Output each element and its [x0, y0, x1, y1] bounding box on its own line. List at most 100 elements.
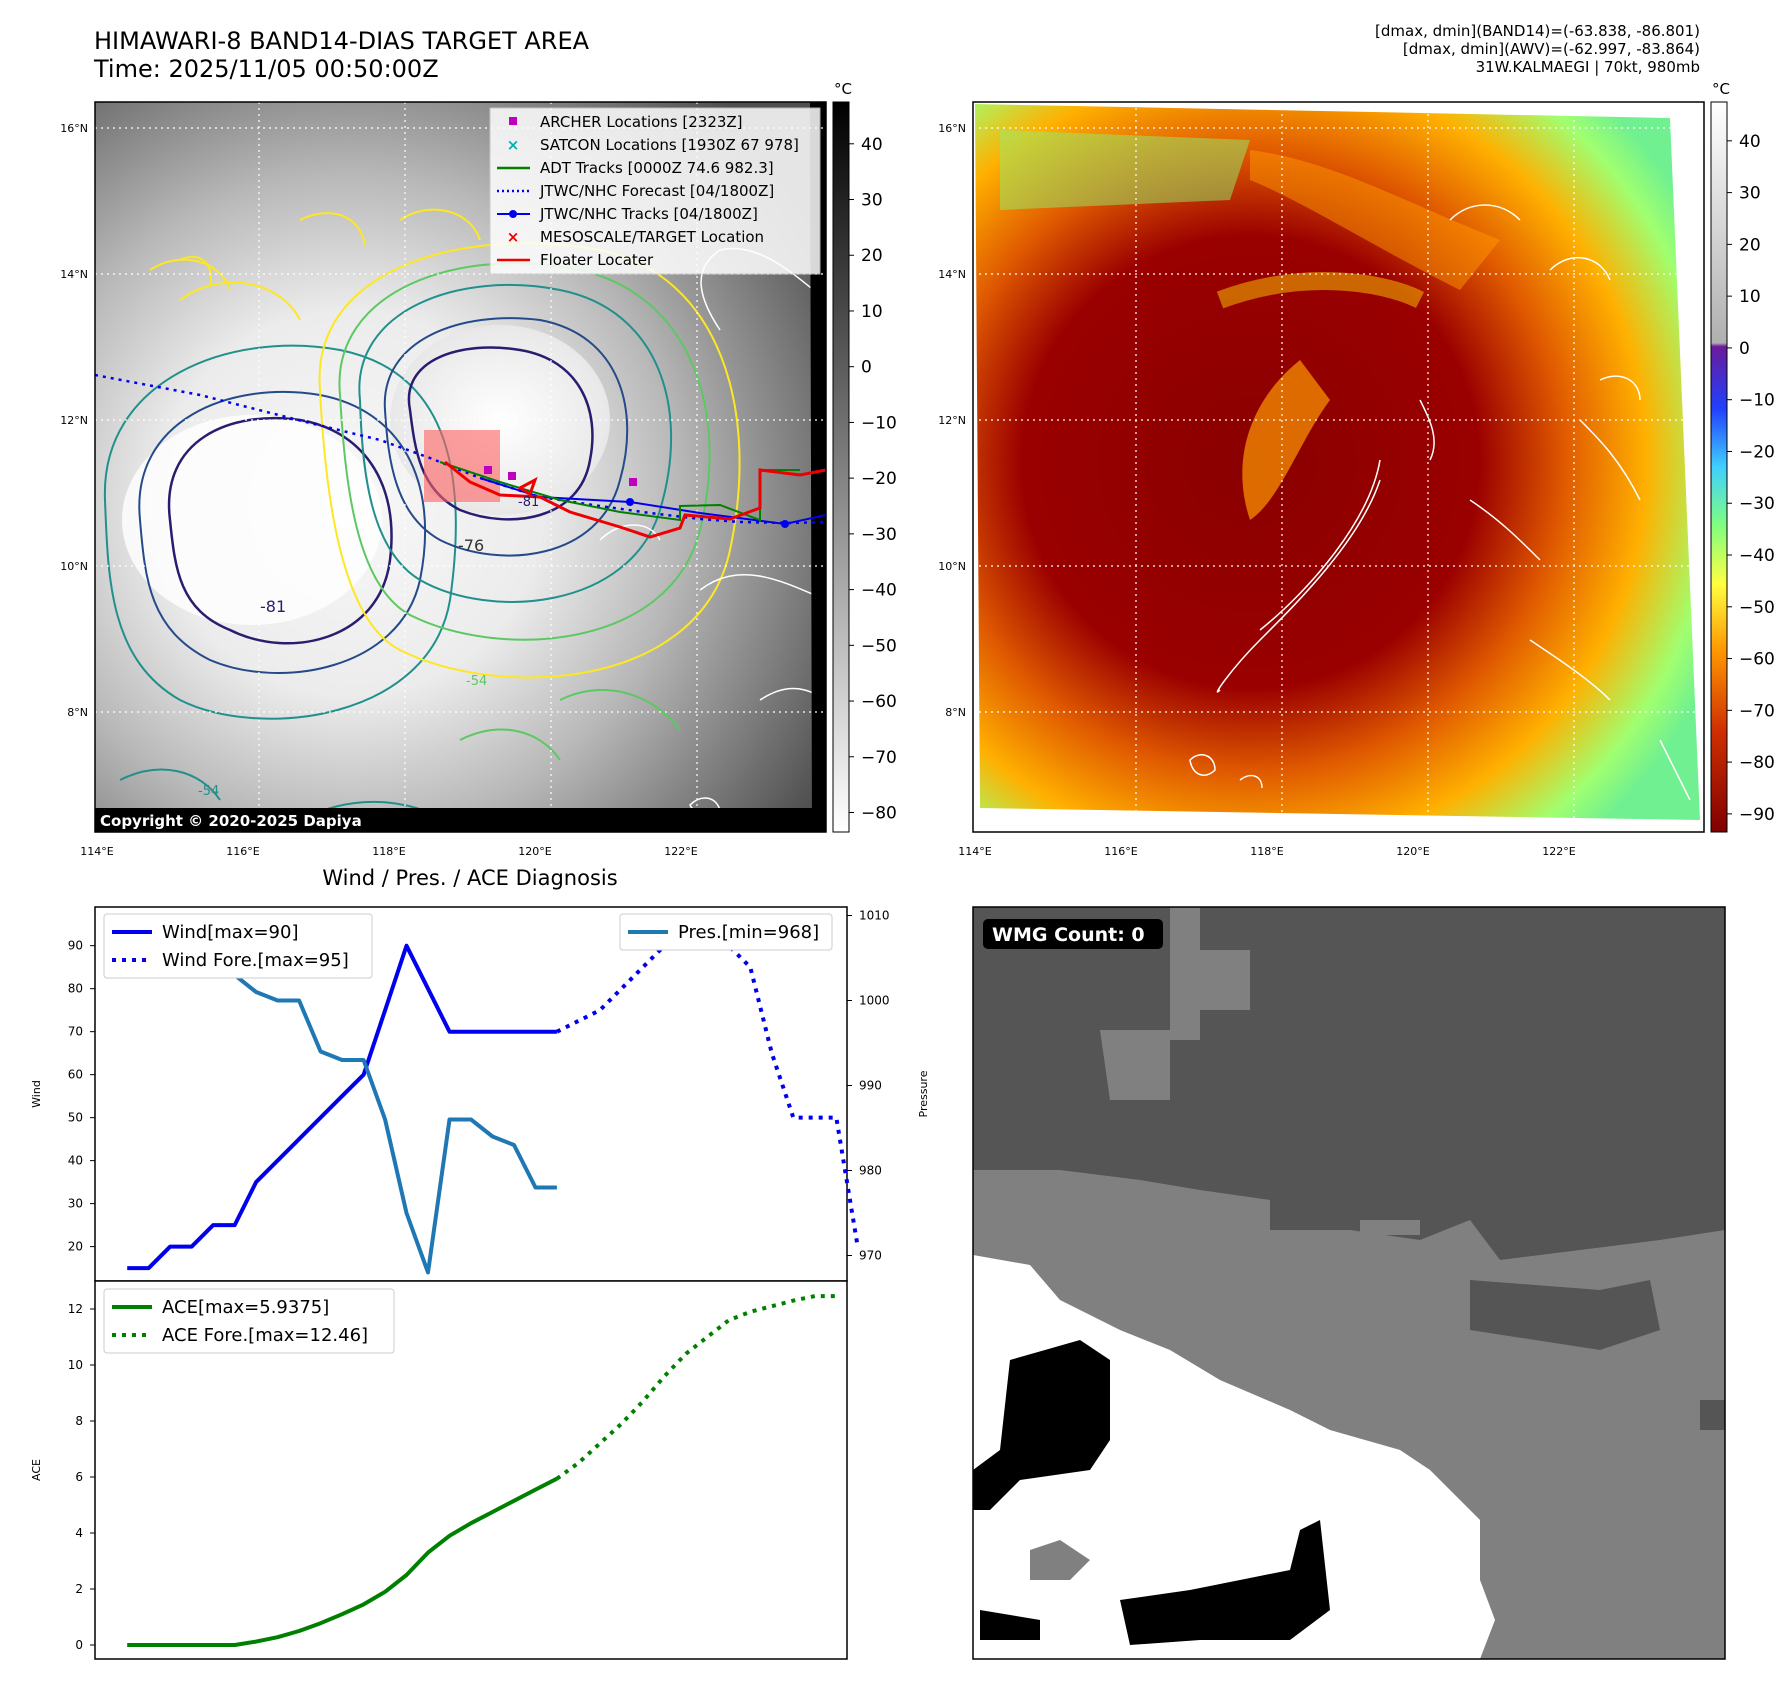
y2-axis-label: Pressure — [917, 1070, 930, 1117]
wmg-panel: WMG Count: 0 — [972, 906, 1726, 1660]
lat-label: 12°N — [938, 414, 966, 427]
copyright-band — [95, 808, 826, 832]
colorbar-tick: 10 — [1739, 287, 1761, 307]
legend-label: Wind[max=90] — [162, 922, 299, 943]
y-tick-label: 8 — [75, 1414, 83, 1428]
awv-colorbar-unit: °C — [1712, 80, 1730, 98]
y-tick-label: 60 — [68, 1068, 83, 1082]
y-tick-label: 30 — [68, 1197, 83, 1211]
colorbar-tick: 30 — [861, 191, 883, 211]
awv-imagery — [975, 104, 1700, 820]
colorbar-tick: 20 — [1739, 235, 1761, 255]
contour-label: -81 — [518, 495, 539, 510]
legend-item: JTWC/NHC Forecast [04/1800Z] — [497, 182, 774, 200]
contour-81 — [167, 416, 393, 645]
wind-pres-chart: 20 30 40 50 60 70 80 90 970 980 990 1000 1010 Wind Pre… — [30, 906, 930, 1282]
legend-label: Pres.[min=968] — [678, 922, 819, 943]
diagnosis-title: Wind / Pres. / ACE Diagnosis — [322, 866, 617, 890]
colorbar-tick: 0 — [1739, 339, 1750, 359]
ir-colorbar: °C 40 30 20 10 0 −10 −20 −30 −40 −50 −60 −70 −80 — [832, 80, 897, 833]
legend-label: Wind Fore.[max=95] — [162, 950, 349, 971]
y2-tick-label: 1010 — [859, 909, 890, 923]
floater-track — [444, 460, 826, 539]
legend-label: Floater Locater — [540, 251, 654, 269]
lat-label: 12°N — [60, 414, 88, 427]
y-tick-label: 70 — [68, 1025, 83, 1039]
colorbar-tick: −30 — [1739, 494, 1775, 514]
lat-label: 16°N — [938, 122, 966, 135]
ir-axis-labels: 114°E 116°E 118°E 120°E 122°E 16°N 14°N 12°N 10°… — [60, 122, 698, 858]
legend-label: MESOSCALE/TARGET Location — [540, 228, 764, 246]
ace-chart: 0 2 4 6 8 10 12 ACE ACE[max=5.9375] ACE Fore.[max… — [30, 1280, 848, 1660]
lon-label: 120°E — [518, 845, 551, 858]
lon-label: 118°E — [372, 845, 405, 858]
colorbar-tick: 10 — [861, 302, 883, 322]
y2-tick-label: 980 — [859, 1164, 882, 1178]
lon-label: 118°E — [1250, 845, 1283, 858]
y-axis-label: ACE — [30, 1459, 43, 1481]
y-tick-label: 12 — [68, 1302, 83, 1316]
lon-label: 116°E — [226, 845, 259, 858]
colorbar-tick: −30 — [861, 525, 897, 545]
y-axis-label: Wind — [30, 1080, 43, 1108]
legend-item: JTWC/NHC Tracks [04/1800Z] — [497, 205, 758, 223]
ir-map-frame — [94, 101, 827, 833]
legend-box — [489, 107, 821, 275]
lon-label: 114°E — [80, 845, 113, 858]
y-tick-label: 80 — [68, 982, 83, 996]
copyright-text: Copyright © 2020-2025 Dapiya — [100, 812, 362, 830]
lon-label: 120°E — [1396, 845, 1429, 858]
colorbar-tick: 30 — [1739, 184, 1761, 204]
colorbar-tick: −60 — [1739, 650, 1775, 670]
y-tick-label: 6 — [75, 1470, 83, 1484]
lat-label: 8°N — [945, 706, 966, 719]
colorbar-tick: −20 — [1739, 442, 1775, 462]
awv-map-frame — [972, 101, 1705, 833]
y2-tick-label: 1000 — [859, 994, 890, 1008]
lat-label: 14°N — [60, 268, 88, 281]
series-line — [556, 922, 860, 1247]
chart-legend: ACE[max=5.9375] ACE Fore.[max=12.46] — [103, 1288, 395, 1354]
lon-label: 122°E — [1542, 845, 1575, 858]
legend-item: × MESOSCALE/TARGET Location — [507, 228, 764, 246]
y-tick-label: 10 — [68, 1358, 83, 1372]
contour-label: -76 — [458, 536, 484, 555]
y-tick-label: 2 — [75, 1582, 83, 1596]
lat-label: 16°N — [60, 122, 88, 135]
contour-label: -54 — [466, 674, 487, 689]
info-line-3: 31W.KALMAEGI | 70kt, 980mb — [1475, 58, 1700, 76]
legend-label: JTWC/NHC Tracks [04/1800Z] — [539, 205, 758, 223]
legend-label: SATCON Locations [1930Z 67 978] — [540, 136, 799, 154]
legend-label: ARCHER Locations [2323Z] — [540, 113, 743, 131]
colorbar-tick: −80 — [861, 803, 897, 823]
lon-label: 122°E — [664, 845, 697, 858]
y-tick-label: 90 — [68, 939, 83, 953]
chart-legend: Pres.[min=968] — [619, 913, 833, 951]
colorbar-tick: −10 — [1739, 391, 1775, 411]
wmg-badge — [983, 919, 1163, 949]
stats-info: [dmax, dmin](BAND14)=(-63.838, -86.801) … — [1100, 22, 1700, 76]
y2-tick-label: 990 — [859, 1079, 882, 1093]
colorbar-tick: −90 — [1739, 805, 1775, 825]
lat-label: 10°N — [938, 560, 966, 573]
awv-axis-labels: 114°E 116°E 118°E 120°E 122°E 16°N 14°N 12°N 10°… — [938, 122, 1576, 858]
wmg-count: WMG Count: 0 — [992, 924, 1145, 946]
legend-label: ACE Fore.[max=12.46] — [162, 1325, 368, 1346]
title-line-2: Time: 2025/11/05 00:50:00Z — [94, 55, 439, 83]
y-tick-label: 0 — [75, 1638, 83, 1652]
series-line — [127, 943, 557, 1271]
y-tick-label: 40 — [68, 1154, 83, 1168]
legend-label: ACE[max=5.9375] — [162, 1297, 329, 1318]
svg-text:×: × — [507, 136, 520, 154]
legend-item: Floater Locater — [497, 251, 654, 269]
awv-gridlines — [973, 102, 1704, 832]
colorbar-tick: −40 — [861, 581, 897, 601]
awv-colorbar-bar — [1710, 101, 1728, 833]
ir-colorbar-bar — [832, 101, 850, 833]
legend-item: × SATCON Locations [1930Z 67 978] — [507, 136, 799, 154]
colorbar-tick: −10 — [861, 413, 897, 433]
legend-label: JTWC/NHC Forecast [04/1800Z] — [539, 182, 774, 200]
colorbar-tick: −70 — [861, 748, 897, 768]
colorbar-tick: 40 — [861, 135, 883, 155]
